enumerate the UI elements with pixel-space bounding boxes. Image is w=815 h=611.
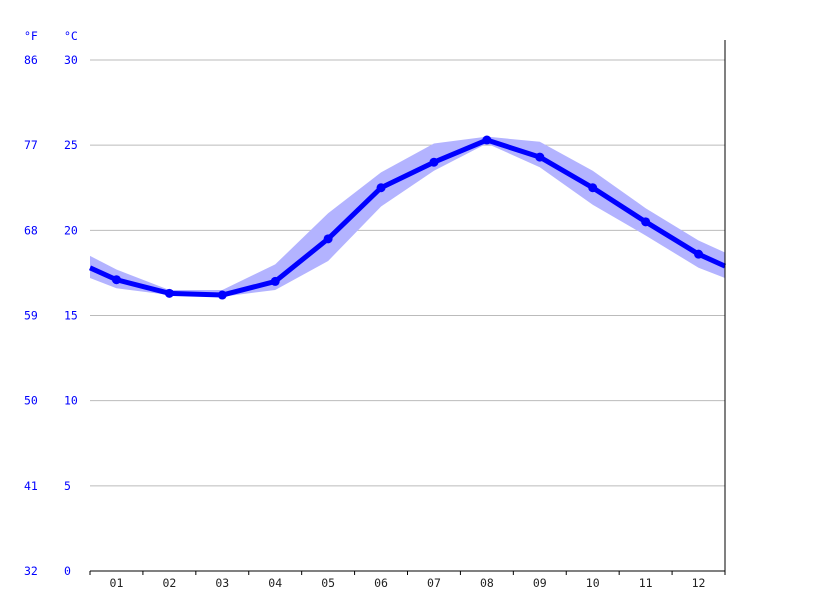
y-tick-label-f: 50	[24, 394, 38, 408]
x-tick-label-09: 09	[533, 576, 547, 590]
x-tick-label-08: 08	[480, 576, 494, 590]
y-tick-label-c: 30	[64, 53, 78, 67]
fahrenheit-unit-label: °F	[24, 29, 38, 43]
x-tick-label-07: 07	[427, 576, 441, 590]
y-tick-label-c: 25	[64, 138, 78, 152]
data-point-10	[588, 183, 598, 193]
x-tick-label-01: 01	[110, 576, 124, 590]
data-point-05	[323, 234, 333, 244]
data-point-12	[694, 249, 704, 259]
x-tick-label-11: 11	[639, 576, 653, 590]
y-tick-label-c: 0	[64, 564, 71, 578]
data-point-02	[164, 288, 174, 298]
y-axis-labels: 32 0 41 5 50 10 59 15 68 20 77 25 86 30	[24, 53, 78, 578]
y-tick-label-c: 15	[64, 309, 78, 323]
temperature-range-band	[90, 136, 725, 297]
y-tick-label-f: 32	[24, 564, 38, 578]
x-tick-label-12: 12	[692, 576, 706, 590]
data-point-09	[535, 152, 545, 162]
y-tick-label-f: 77	[24, 138, 38, 152]
data-point-11	[641, 217, 651, 227]
x-tick-label-10: 10	[586, 576, 600, 590]
data-point-03	[217, 290, 227, 300]
x-tick-label-05: 05	[321, 576, 335, 590]
data-point-07	[429, 157, 439, 167]
y-tick-label-c: 10	[64, 394, 78, 408]
y-tick-label-c: 20	[64, 223, 78, 237]
data-point-04	[270, 276, 280, 286]
y-tick-label-f: 59	[24, 309, 38, 323]
y-tick-label-f: 41	[24, 479, 38, 493]
gridlines	[90, 59, 725, 487]
y-tick-label-f: 86	[24, 53, 38, 67]
data-point-01	[111, 275, 121, 285]
x-tick-label-06: 06	[374, 576, 388, 590]
celsius-unit-label: °C	[64, 29, 78, 43]
data-point-08	[482, 135, 492, 145]
x-tick-label-03: 03	[215, 576, 229, 590]
x-tick-label-04: 04	[268, 576, 282, 590]
data-point-06	[376, 183, 386, 193]
y-tick-label-c: 5	[64, 479, 71, 493]
axes	[89, 40, 726, 575]
y-tick-label-f: 68	[24, 223, 38, 237]
series-line	[88, 137, 727, 298]
x-axis-labels: 01 02 03 04 05 06 07 08 09 10 11 12	[110, 576, 706, 590]
x-tick-label-02: 02	[162, 576, 176, 590]
range-band-area	[90, 136, 725, 297]
temperature-series	[88, 135, 727, 300]
